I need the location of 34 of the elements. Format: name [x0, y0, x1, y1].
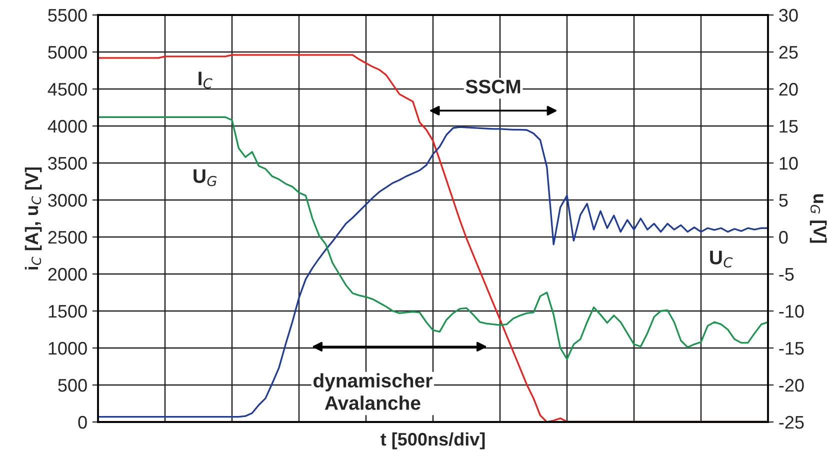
y2-axis-title: u$_{G}$ [V] — [810, 194, 827, 243]
y2-tick-label: -15 — [779, 342, 804, 355]
y2-tick-label: 10 — [780, 156, 798, 170]
y-tick-label: 3000 — [48, 194, 87, 207]
x-axis-title: t [500ns/div] — [380, 432, 485, 450]
y2-tick-label: 25 — [779, 46, 798, 59]
y2-tick-label: 20 — [779, 82, 798, 96]
annotation: dynamischer Avalanche — [314, 373, 432, 410]
line-series — [98, 126, 768, 418]
y2-tick-label: -20 — [779, 378, 804, 392]
annotation: U$_{G}$ — [194, 169, 217, 186]
y-tick-label: 3500 — [48, 156, 87, 170]
y-tick-label: 2500 — [48, 230, 87, 244]
annotation: SSCM — [466, 80, 520, 94]
y-tick-label: 4000 — [48, 120, 87, 133]
y-tick-label: 1500 — [48, 304, 87, 318]
y-tick-label: 2000 — [48, 268, 87, 281]
y-tick-label: 4500 — [48, 82, 87, 96]
y2-tick-label: -25 — [779, 416, 804, 429]
y2-tick-label: 30 — [779, 8, 798, 22]
y-tick-label: 500 — [58, 378, 87, 392]
y2-tick-label: -10 — [779, 304, 804, 318]
line-series — [98, 116, 768, 360]
y2-tick-label: 5 — [779, 194, 788, 207]
y-axis-title: i$_{C}$ [A], u$_{C}$ [V] — [24, 167, 42, 270]
y-tick-label: 5500 — [48, 8, 87, 22]
annotation: I$_{C}$ — [198, 72, 212, 88]
y-tick-label: 0 — [78, 416, 87, 429]
y2-tick-label: -5 — [779, 268, 794, 281]
y2-tick-label: 0 — [779, 230, 788, 244]
y-tick-label: 5000 — [48, 46, 87, 59]
y-tick-label: 1000 — [48, 342, 87, 355]
y2-tick-label: 15 — [780, 120, 798, 133]
annotation: U$_{C}$ — [710, 250, 733, 268]
